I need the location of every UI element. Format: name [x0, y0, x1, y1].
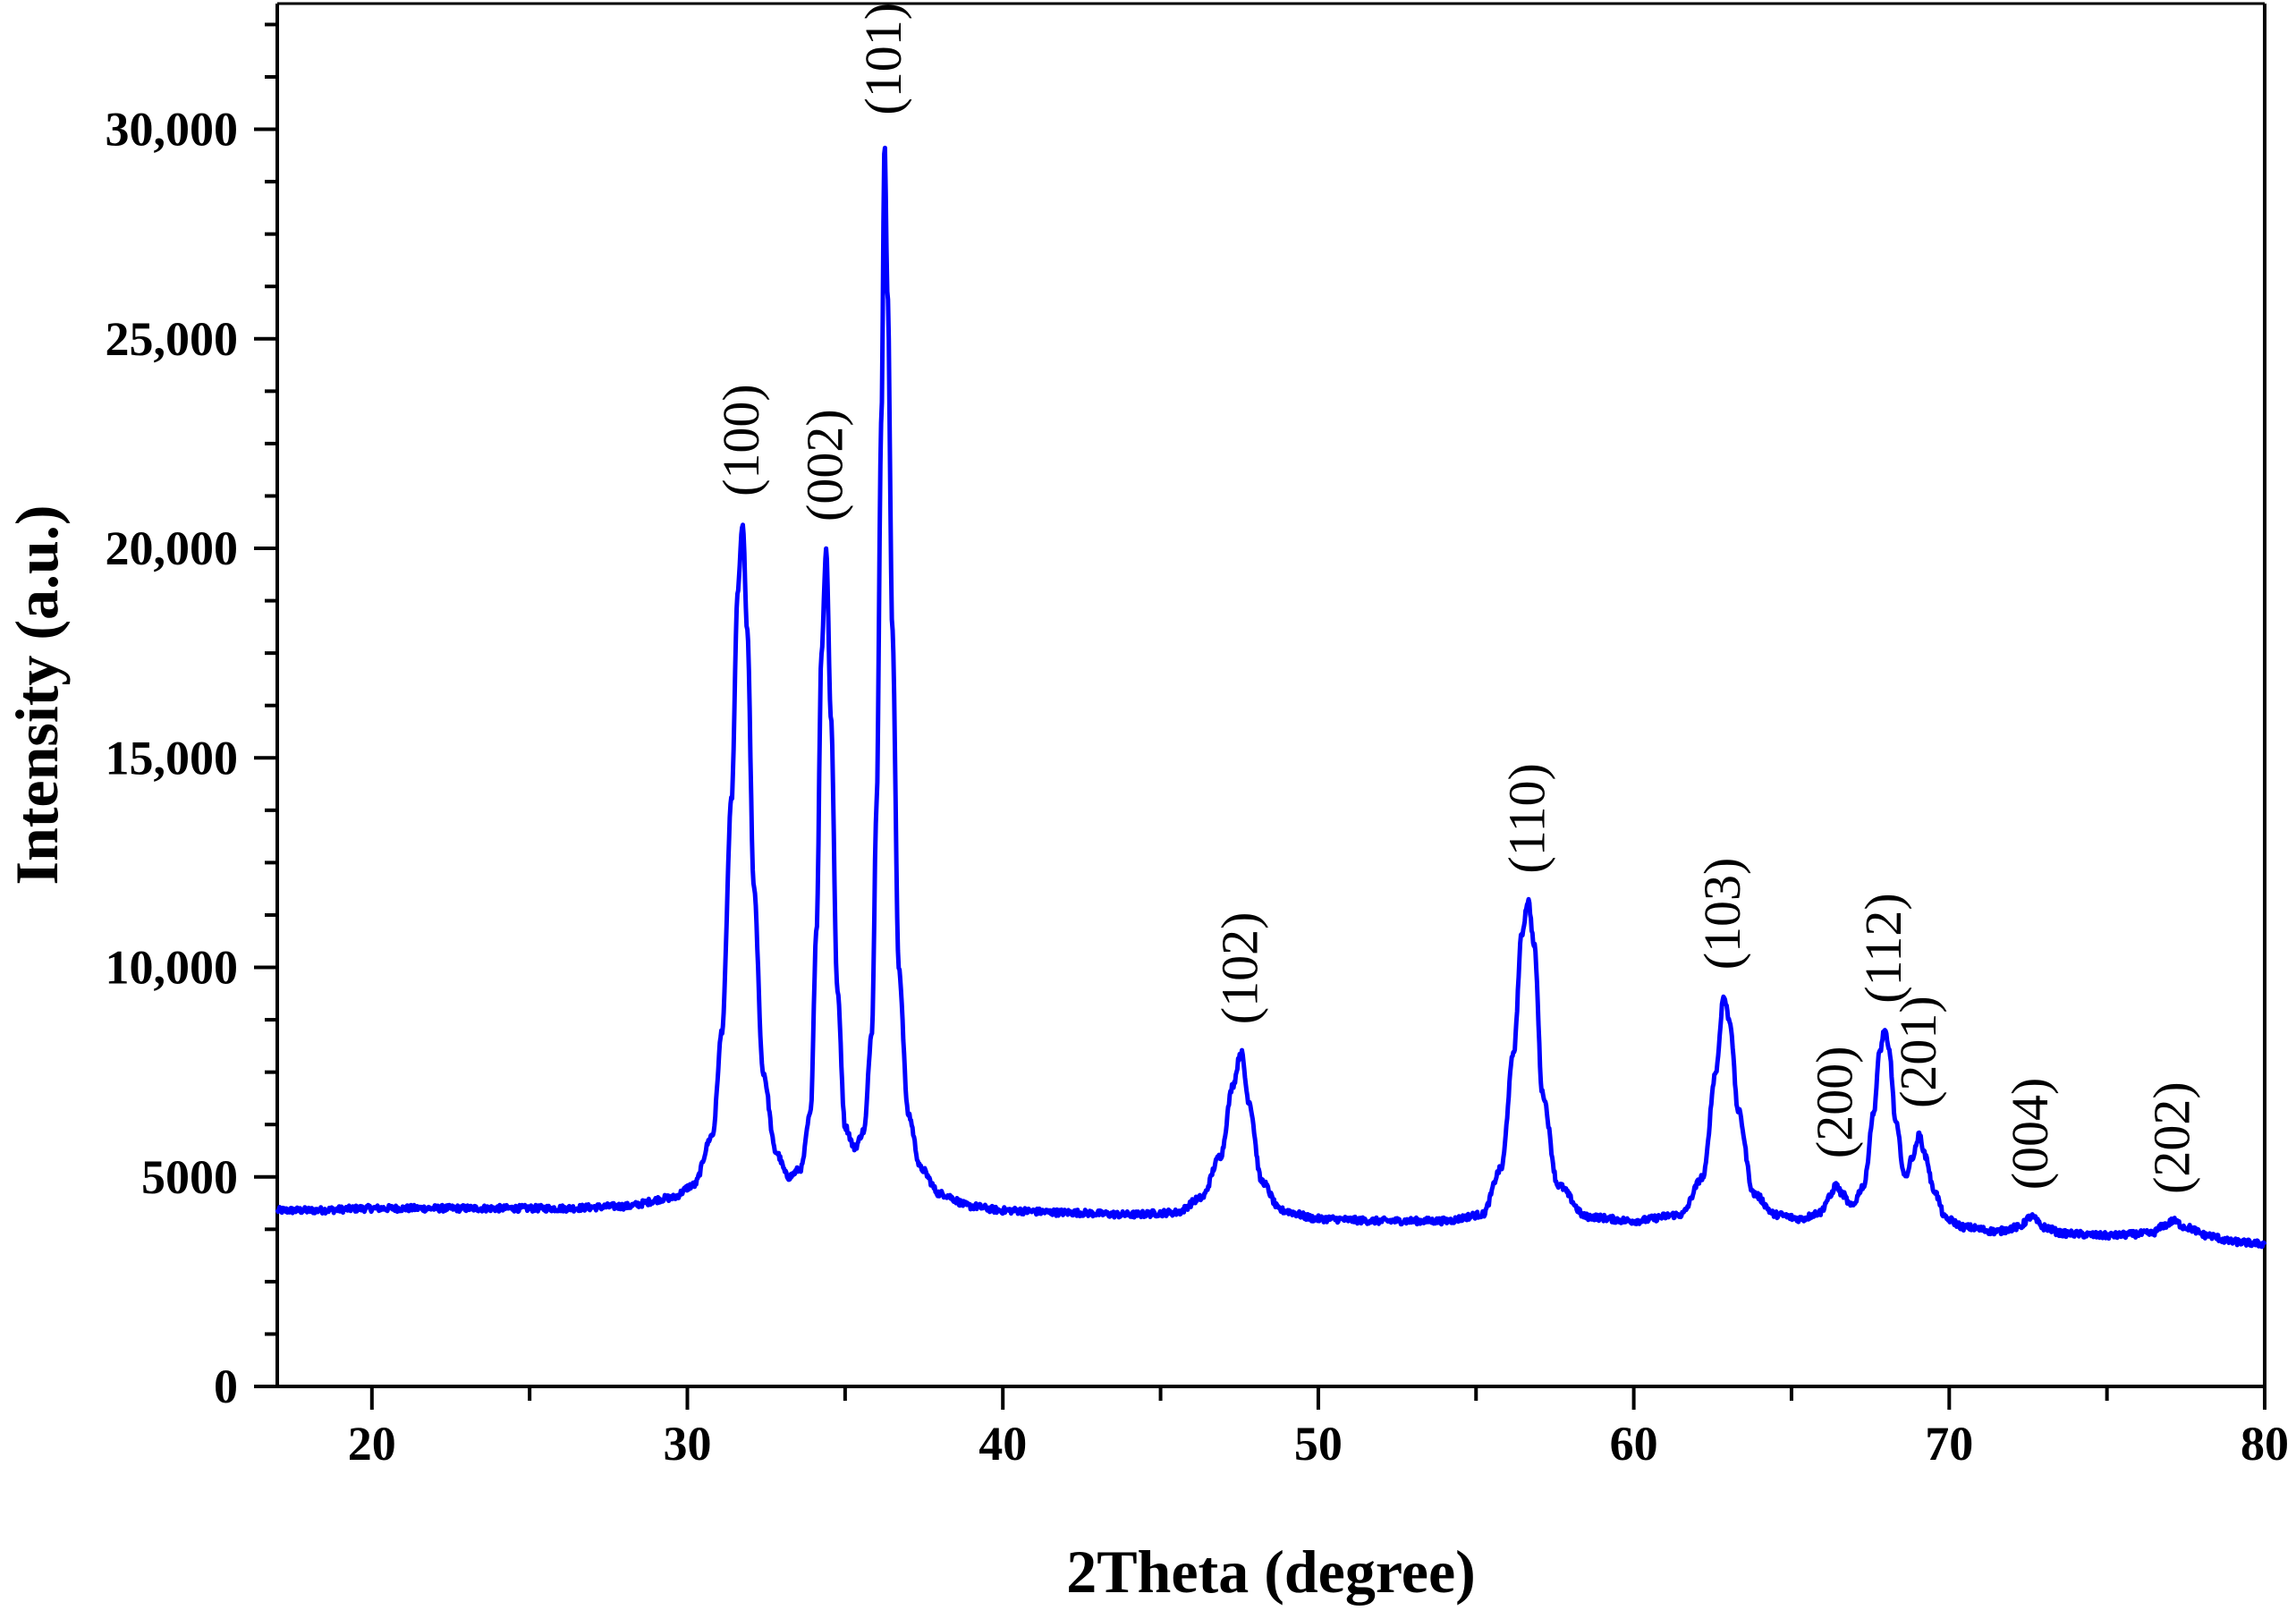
x-axis-title: 2Theta (degree)	[1066, 1538, 1476, 1606]
x-tick-label: 60	[1610, 1417, 1658, 1471]
peak-label: (004)	[2001, 1078, 2059, 1191]
peak-label: (112)	[1854, 893, 1912, 1003]
peak-labels: (100) (002) (101) (102) (110) (103) (200) (112)…	[712, 3, 2201, 1194]
peak-label: (200)	[1805, 1046, 1863, 1158]
peak-label: (102)	[1211, 912, 1269, 1025]
y-tick-label: 30,000	[106, 103, 239, 157]
peak-label: (202)	[2143, 1081, 2201, 1194]
x-tick-label: 30	[664, 1417, 712, 1471]
peak-label: (110)	[1497, 763, 1555, 873]
y-axis-title: Intensity (a.u.)	[3, 504, 71, 885]
peak-label: (103)	[1693, 858, 1751, 971]
y-tick-label: 25,000	[106, 312, 239, 366]
x-tick-label: 80	[2241, 1417, 2289, 1471]
plot-frame	[275, 2, 2266, 1388]
y-tick-label: 15,000	[106, 731, 239, 784]
peak-label: (100)	[712, 384, 770, 496]
x-tick-label: 40	[979, 1417, 1027, 1471]
x-tick-label: 20	[348, 1417, 396, 1471]
x-tick-label: 50	[1294, 1417, 1343, 1471]
x-axis-ticks: 20 30 40 50 60 70 80	[348, 1386, 2289, 1471]
y-axis-ticks: 0 5000 10,000 15,000 20,000 25,000 30,000	[106, 22, 277, 1413]
peak-label: (002)	[796, 409, 854, 521]
xrd-pattern-line	[275, 145, 2267, 1250]
y-tick-label: 5000	[141, 1150, 238, 1204]
y-tick-label: 0	[214, 1360, 238, 1413]
peak-label: (201)	[1889, 996, 1947, 1108]
x-tick-label: 70	[1925, 1417, 1973, 1471]
y-tick-label: 10,000	[106, 941, 239, 995]
peak-label: (101)	[854, 3, 912, 115]
y-tick-label: 20,000	[106, 521, 239, 575]
